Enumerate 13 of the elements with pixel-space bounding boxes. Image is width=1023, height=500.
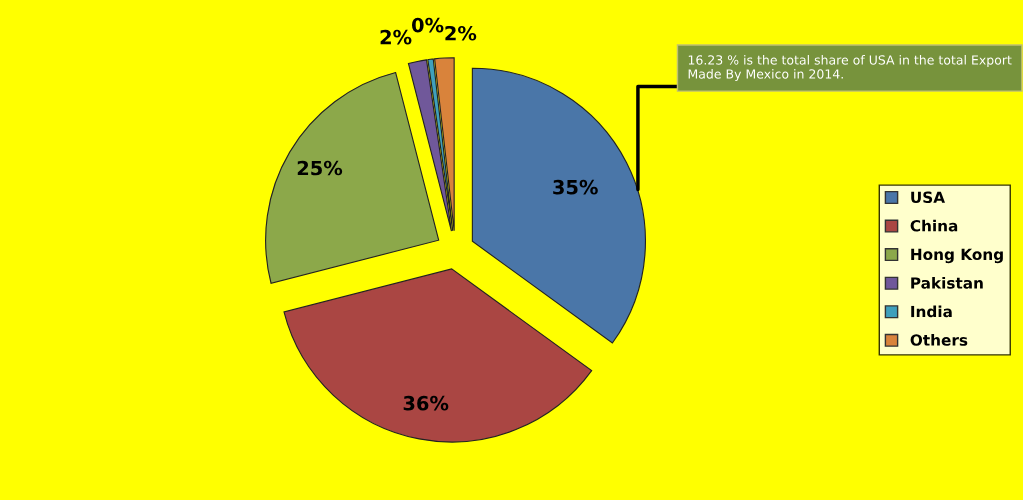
legend-label: Pakistan [911, 276, 983, 289]
data-label: 35% [553, 179, 598, 195]
data-label: 0% [411, 17, 444, 33]
legend-label: China [910, 219, 958, 232]
legend-label: Hong Kong [911, 248, 1003, 264]
legend-label: Others [910, 334, 968, 346]
data-label: 36% [403, 395, 449, 411]
text: 16.23 % is the total share of USA in the total Export Made By Mexico in 2014. [688, 55, 1012, 82]
data-label: 25% [297, 160, 343, 176]
legend-label: India [911, 305, 952, 318]
data-label: 2% [380, 29, 412, 45]
data-label: 2% [445, 25, 477, 41]
legend-label: USA [911, 191, 945, 204]
